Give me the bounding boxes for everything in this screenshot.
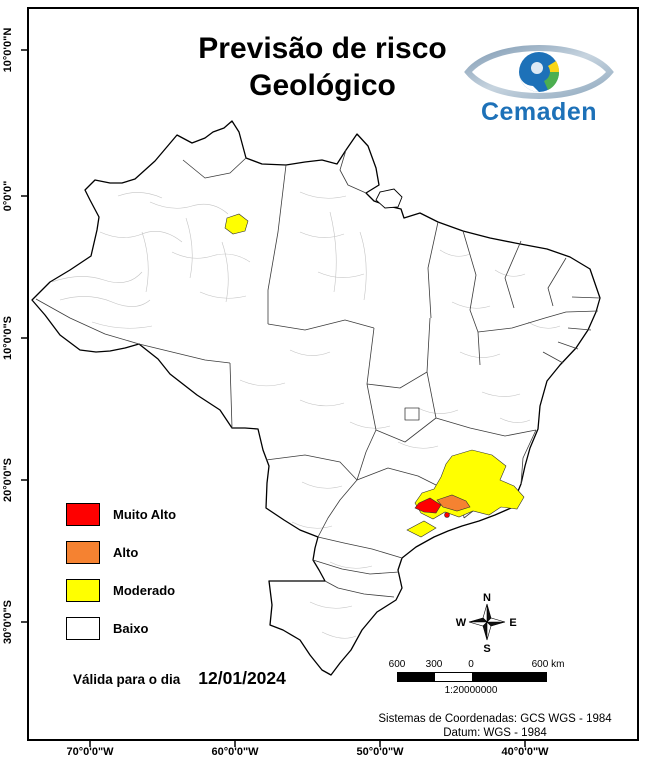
scale-segment-black-2 [472,673,546,681]
risk-area-alto [436,494,471,512]
scale-segment-black-1 [398,673,435,681]
lon-label-50w: 50°0'0"W [356,746,404,758]
projection-line1: Sistemas de Coordenadas: GCS WGS - 1984 [378,713,612,725]
risk-legend: Muito Alto Alto Moderado Baixo [66,503,176,655]
compass-n-label: N [483,592,491,604]
compass-rose: N E S W [456,592,517,655]
scale-label-300: 300 [425,659,443,670]
projection-line2: Datum: WGS - 1984 [443,727,547,739]
risk-area-moderado-coast [406,520,437,538]
page-title: Previsão de risco Geológico [130,30,515,104]
distrito-federal-box [404,407,420,421]
lat-label-0: 0°0'0" [2,180,14,212]
scale-segment-white [435,673,472,681]
scale-label-0: 0 [468,659,474,670]
axis-ticks [21,49,526,747]
risk-area-moderado-amazonas [224,213,249,235]
legend-swatch-alto [66,541,100,564]
lat-label-30s: 30°0'0"S [2,599,14,645]
lon-label-70w: 70°0'0"W [66,746,114,758]
validity-date: 12/01/2024 [198,668,286,688]
legend-label-muito-alto: Muito Alto [113,507,177,522]
compass-e-label: E [509,617,516,629]
marajo-island [375,188,403,209]
legend-swatch-muito-alto [66,503,100,526]
scale-label-600-left: 600 [388,659,406,670]
page-title-line1: Previsão de risco [198,32,447,65]
projection-info: Sistemas de Coordenadas: GCS WGS - 1984 … [355,712,635,740]
compass-w-label: W [456,617,467,629]
cemaden-logo: Cemaden [464,45,614,126]
legend-swatch-moderado [66,579,100,602]
risk-area-muito-alto-dot [444,512,450,518]
lat-label-10s: 10°0'0"S [2,315,14,361]
legend-item-moderado: Moderado [66,579,176,602]
legend-item-muito-alto: Muito Alto [66,503,176,526]
legend-item-alto: Alto [66,541,176,564]
state-boundaries [35,149,601,598]
map-frame [27,7,639,741]
lat-label-20s: 20°0'0"S [2,457,14,503]
cemaden-logo-text: Cemaden [481,98,597,126]
lat-label-10n: 10°0'0"N [2,27,14,73]
risk-area-muito-alto [414,497,442,514]
validity-line: Válida para o dia 12/01/2024 [73,668,286,689]
legend-swatch-baixo [66,617,100,640]
legend-label-baixo: Baixo [113,621,149,636]
page-title-line2: Geológico [249,69,396,102]
legend-label-moderado: Moderado [113,583,176,598]
municipality-boundaries [51,191,561,639]
scale-label-600-km: 600 km [531,659,565,670]
lon-label-40w: 40°0'0"W [501,746,549,758]
scale-ratio: 1:20000000 [444,685,498,696]
scale-bar: 600 300 0 600 km 1:20000000 [389,659,567,699]
legend-label-alto: Alto [113,545,139,560]
risk-areas [224,213,525,538]
lon-label-60w: 60°0'0"W [211,746,259,758]
scale-bar-graphic [397,672,547,682]
compass-s-label: S [483,643,490,655]
legend-item-baixo: Baixo [66,617,176,640]
cemaden-eye-icon [464,45,614,99]
brazil-outline [31,120,601,676]
validity-label: Válida para o dia [73,672,181,687]
